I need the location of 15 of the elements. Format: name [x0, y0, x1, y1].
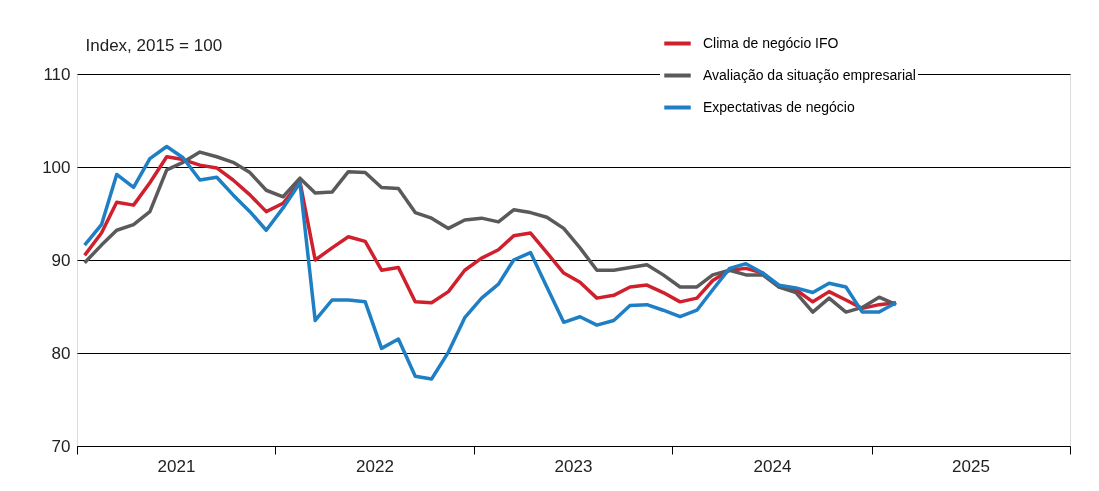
y-tick-label: 100 — [42, 157, 71, 177]
x-tick-label: 2025 — [952, 456, 990, 476]
y-tick-label: 70 — [51, 436, 71, 456]
line-series — [82, 144, 898, 381]
legend-label: Avaliação da situação empresarial — [703, 66, 916, 83]
y-axis-title: Index, 2015 = 100 — [85, 35, 223, 55]
x-tick-label: 2022 — [356, 456, 394, 476]
y-tick-label: 80 — [51, 343, 71, 363]
x-tick-label: 2023 — [554, 456, 593, 476]
x-tick-label: 2024 — [753, 456, 792, 476]
y-tick-label: 110 — [43, 64, 71, 84]
y-tick-label: 90 — [51, 250, 71, 270]
x-tick-label: 2021 — [157, 456, 196, 476]
legend-label: Clima de negócio IFO — [703, 34, 839, 51]
legend-label: Expectativas de negócio — [703, 98, 855, 115]
